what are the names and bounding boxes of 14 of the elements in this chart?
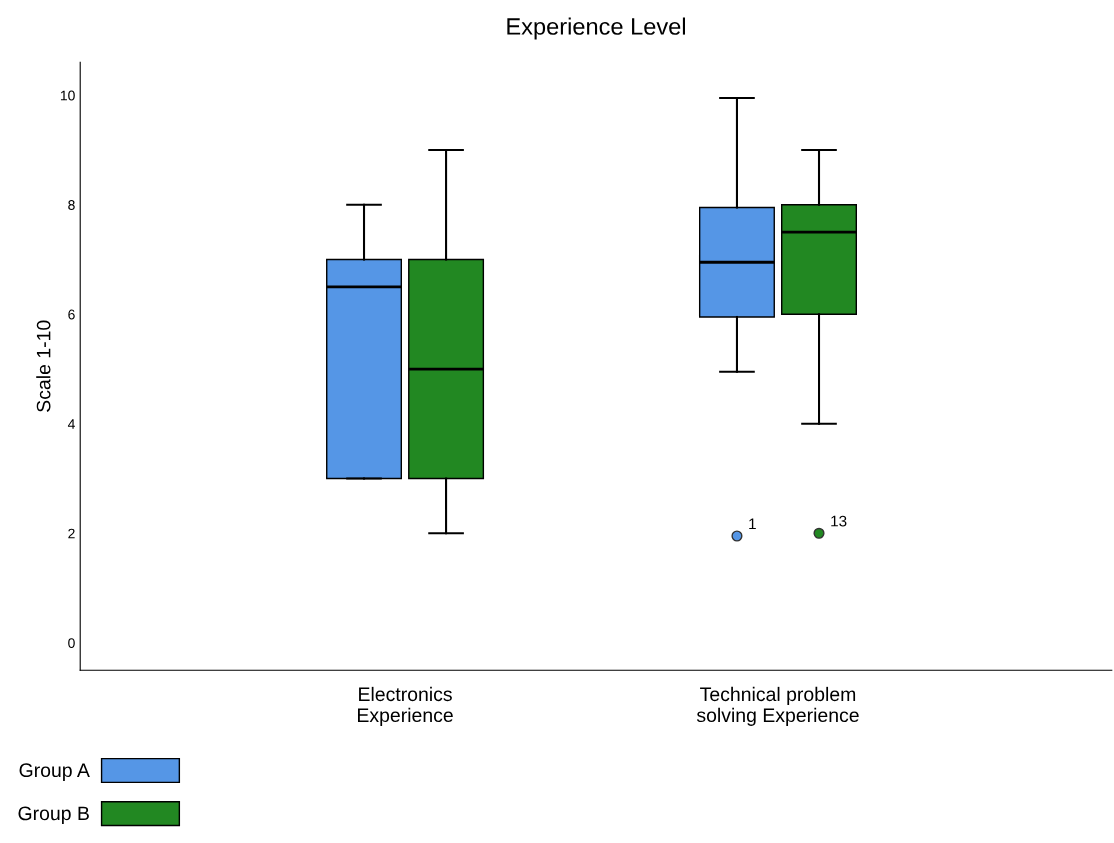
annotation: 13 bbox=[831, 515, 847, 527]
y-axis-title: Scale 1-10 bbox=[36, 320, 51, 412]
y-tick-label: 2 bbox=[68, 528, 75, 539]
legend-label: Group B bbox=[18, 806, 89, 825]
x-tick-label: Electronics Experience bbox=[358, 686, 453, 726]
y-tick-label: 10 bbox=[60, 90, 75, 101]
x-tick-label: Technical problem solving Experience bbox=[696, 686, 859, 726]
y-tick-label: 4 bbox=[67, 419, 75, 429]
chart-title: Experience Level bbox=[507, 17, 685, 40]
legend-label: Group A bbox=[19, 763, 90, 781]
y-tick-label: 0 bbox=[68, 638, 75, 648]
y-tick-label: 8 bbox=[68, 200, 75, 210]
y-tick-label: 6 bbox=[68, 309, 75, 320]
annotation: 1 bbox=[749, 518, 756, 530]
